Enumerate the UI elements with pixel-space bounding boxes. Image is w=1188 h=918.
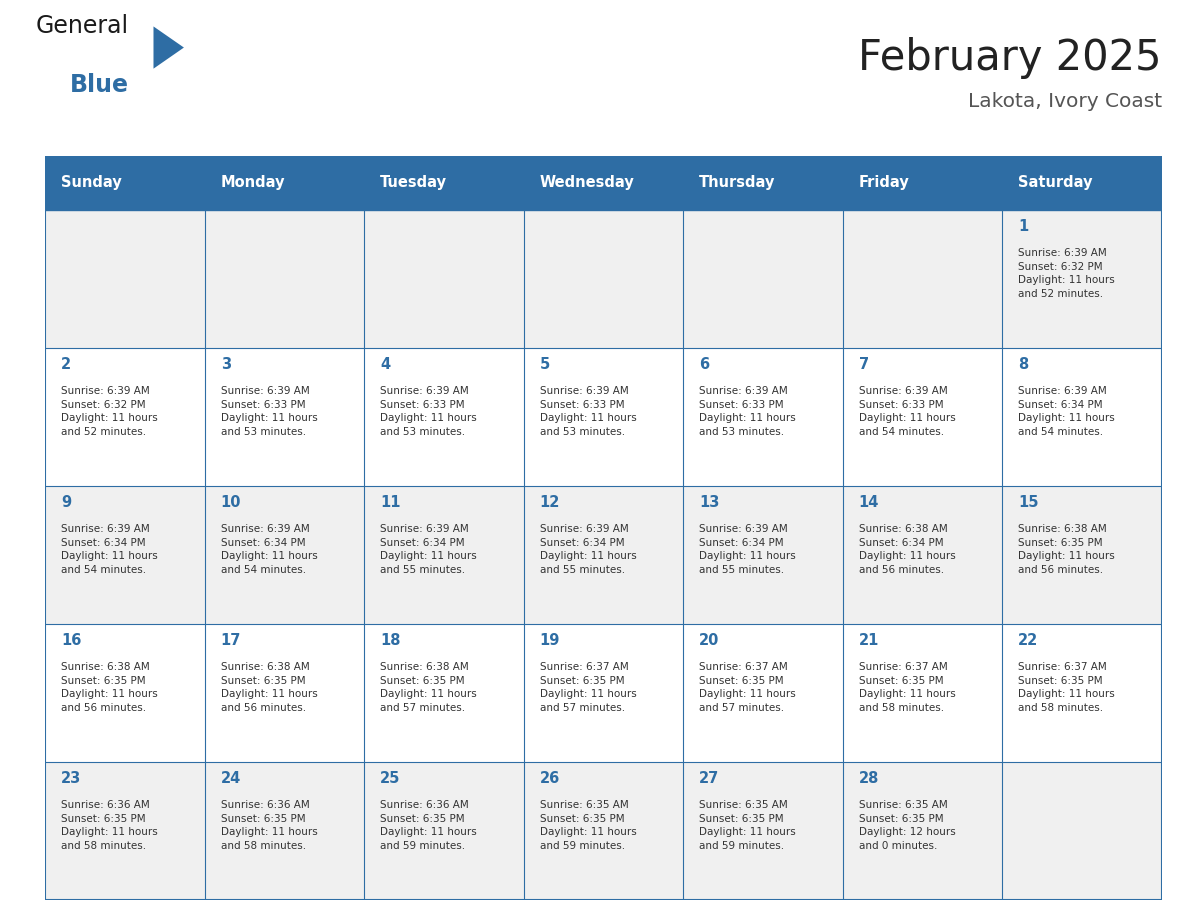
Text: 14: 14 xyxy=(859,495,879,509)
Text: Wednesday: Wednesday xyxy=(539,175,634,190)
Text: Sunrise: 6:35 AM
Sunset: 6:35 PM
Daylight: 12 hours
and 0 minutes.: Sunrise: 6:35 AM Sunset: 6:35 PM Dayligh… xyxy=(859,800,955,851)
Text: 22: 22 xyxy=(1018,633,1038,647)
Text: 25: 25 xyxy=(380,770,400,786)
Text: 8: 8 xyxy=(1018,356,1029,372)
Text: 23: 23 xyxy=(61,770,81,786)
Bar xyxy=(45,209,1162,348)
Text: Sunrise: 6:37 AM
Sunset: 6:35 PM
Daylight: 11 hours
and 57 minutes.: Sunrise: 6:37 AM Sunset: 6:35 PM Dayligh… xyxy=(700,662,796,713)
Text: Friday: Friday xyxy=(859,175,910,190)
Text: Sunrise: 6:39 AM
Sunset: 6:33 PM
Daylight: 11 hours
and 53 minutes.: Sunrise: 6:39 AM Sunset: 6:33 PM Dayligh… xyxy=(700,386,796,437)
Text: 20: 20 xyxy=(700,633,720,647)
Text: 1: 1 xyxy=(1018,218,1029,233)
Text: Sunrise: 6:36 AM
Sunset: 6:35 PM
Daylight: 11 hours
and 59 minutes.: Sunrise: 6:36 AM Sunset: 6:35 PM Dayligh… xyxy=(380,800,476,851)
Bar xyxy=(45,156,1162,209)
Text: Sunrise: 6:38 AM
Sunset: 6:35 PM
Daylight: 11 hours
and 56 minutes.: Sunrise: 6:38 AM Sunset: 6:35 PM Dayligh… xyxy=(221,662,317,713)
Text: 5: 5 xyxy=(539,356,550,372)
Text: Sunrise: 6:36 AM
Sunset: 6:35 PM
Daylight: 11 hours
and 58 minutes.: Sunrise: 6:36 AM Sunset: 6:35 PM Dayligh… xyxy=(221,800,317,851)
Text: Sunrise: 6:39 AM
Sunset: 6:33 PM
Daylight: 11 hours
and 54 minutes.: Sunrise: 6:39 AM Sunset: 6:33 PM Dayligh… xyxy=(859,386,955,437)
Text: Sunrise: 6:39 AM
Sunset: 6:34 PM
Daylight: 11 hours
and 54 minutes.: Sunrise: 6:39 AM Sunset: 6:34 PM Dayligh… xyxy=(61,524,158,575)
Text: Sunrise: 6:35 AM
Sunset: 6:35 PM
Daylight: 11 hours
and 59 minutes.: Sunrise: 6:35 AM Sunset: 6:35 PM Dayligh… xyxy=(700,800,796,851)
Text: 15: 15 xyxy=(1018,495,1038,509)
Text: 24: 24 xyxy=(221,770,241,786)
Text: 19: 19 xyxy=(539,633,560,647)
Text: 9: 9 xyxy=(61,495,71,509)
Text: Sunrise: 6:39 AM
Sunset: 6:34 PM
Daylight: 11 hours
and 55 minutes.: Sunrise: 6:39 AM Sunset: 6:34 PM Dayligh… xyxy=(700,524,796,575)
Text: 4: 4 xyxy=(380,356,391,372)
Text: Sunrise: 6:39 AM
Sunset: 6:34 PM
Daylight: 11 hours
and 55 minutes.: Sunrise: 6:39 AM Sunset: 6:34 PM Dayligh… xyxy=(539,524,637,575)
Text: 17: 17 xyxy=(221,633,241,647)
Text: 26: 26 xyxy=(539,770,560,786)
Text: Sunrise: 6:39 AM
Sunset: 6:33 PM
Daylight: 11 hours
and 53 minutes.: Sunrise: 6:39 AM Sunset: 6:33 PM Dayligh… xyxy=(221,386,317,437)
Text: 7: 7 xyxy=(859,356,868,372)
Text: General: General xyxy=(36,14,128,38)
Text: Sunrise: 6:39 AM
Sunset: 6:32 PM
Daylight: 11 hours
and 52 minutes.: Sunrise: 6:39 AM Sunset: 6:32 PM Dayligh… xyxy=(61,386,158,437)
Text: Monday: Monday xyxy=(221,175,285,190)
Text: Sunrise: 6:37 AM
Sunset: 6:35 PM
Daylight: 11 hours
and 57 minutes.: Sunrise: 6:37 AM Sunset: 6:35 PM Dayligh… xyxy=(539,662,637,713)
Text: 6: 6 xyxy=(700,356,709,372)
Text: 21: 21 xyxy=(859,633,879,647)
Text: Blue: Blue xyxy=(70,73,128,97)
Text: Sunrise: 6:37 AM
Sunset: 6:35 PM
Daylight: 11 hours
and 58 minutes.: Sunrise: 6:37 AM Sunset: 6:35 PM Dayligh… xyxy=(859,662,955,713)
Text: Sunrise: 6:35 AM
Sunset: 6:35 PM
Daylight: 11 hours
and 59 minutes.: Sunrise: 6:35 AM Sunset: 6:35 PM Dayligh… xyxy=(539,800,637,851)
Text: 18: 18 xyxy=(380,633,400,647)
Text: Sunrise: 6:39 AM
Sunset: 6:34 PM
Daylight: 11 hours
and 54 minutes.: Sunrise: 6:39 AM Sunset: 6:34 PM Dayligh… xyxy=(221,524,317,575)
Text: 11: 11 xyxy=(380,495,400,509)
Text: Tuesday: Tuesday xyxy=(380,175,447,190)
Text: 2: 2 xyxy=(61,356,71,372)
Text: Sunrise: 6:39 AM
Sunset: 6:33 PM
Daylight: 11 hours
and 53 minutes.: Sunrise: 6:39 AM Sunset: 6:33 PM Dayligh… xyxy=(539,386,637,437)
Text: Sunrise: 6:38 AM
Sunset: 6:35 PM
Daylight: 11 hours
and 56 minutes.: Sunrise: 6:38 AM Sunset: 6:35 PM Dayligh… xyxy=(1018,524,1116,575)
Text: 13: 13 xyxy=(700,495,720,509)
Text: February 2025: February 2025 xyxy=(859,37,1162,79)
Text: 3: 3 xyxy=(221,356,230,372)
Text: 16: 16 xyxy=(61,633,82,647)
Text: Sunrise: 6:39 AM
Sunset: 6:32 PM
Daylight: 11 hours
and 52 minutes.: Sunrise: 6:39 AM Sunset: 6:32 PM Dayligh… xyxy=(1018,248,1116,299)
Text: Sunrise: 6:36 AM
Sunset: 6:35 PM
Daylight: 11 hours
and 58 minutes.: Sunrise: 6:36 AM Sunset: 6:35 PM Dayligh… xyxy=(61,800,158,851)
Text: 12: 12 xyxy=(539,495,560,509)
Bar xyxy=(45,486,1162,623)
Text: Saturday: Saturday xyxy=(1018,175,1093,190)
Text: 28: 28 xyxy=(859,770,879,786)
Text: Sunrise: 6:38 AM
Sunset: 6:35 PM
Daylight: 11 hours
and 56 minutes.: Sunrise: 6:38 AM Sunset: 6:35 PM Dayligh… xyxy=(61,662,158,713)
Text: Sunrise: 6:37 AM
Sunset: 6:35 PM
Daylight: 11 hours
and 58 minutes.: Sunrise: 6:37 AM Sunset: 6:35 PM Dayligh… xyxy=(1018,662,1116,713)
Text: Sunrise: 6:39 AM
Sunset: 6:34 PM
Daylight: 11 hours
and 55 minutes.: Sunrise: 6:39 AM Sunset: 6:34 PM Dayligh… xyxy=(380,524,476,575)
Text: Sunrise: 6:39 AM
Sunset: 6:34 PM
Daylight: 11 hours
and 54 minutes.: Sunrise: 6:39 AM Sunset: 6:34 PM Dayligh… xyxy=(1018,386,1116,437)
Polygon shape xyxy=(153,27,184,69)
Text: 27: 27 xyxy=(700,770,720,786)
Text: Sunrise: 6:38 AM
Sunset: 6:35 PM
Daylight: 11 hours
and 57 minutes.: Sunrise: 6:38 AM Sunset: 6:35 PM Dayligh… xyxy=(380,662,476,713)
Text: Sunday: Sunday xyxy=(61,175,122,190)
Text: Sunrise: 6:38 AM
Sunset: 6:34 PM
Daylight: 11 hours
and 56 minutes.: Sunrise: 6:38 AM Sunset: 6:34 PM Dayligh… xyxy=(859,524,955,575)
Bar xyxy=(45,762,1162,900)
Text: 10: 10 xyxy=(221,495,241,509)
Text: Sunrise: 6:39 AM
Sunset: 6:33 PM
Daylight: 11 hours
and 53 minutes.: Sunrise: 6:39 AM Sunset: 6:33 PM Dayligh… xyxy=(380,386,476,437)
Text: Lakota, Ivory Coast: Lakota, Ivory Coast xyxy=(968,92,1162,111)
Text: Thursday: Thursday xyxy=(700,175,776,190)
